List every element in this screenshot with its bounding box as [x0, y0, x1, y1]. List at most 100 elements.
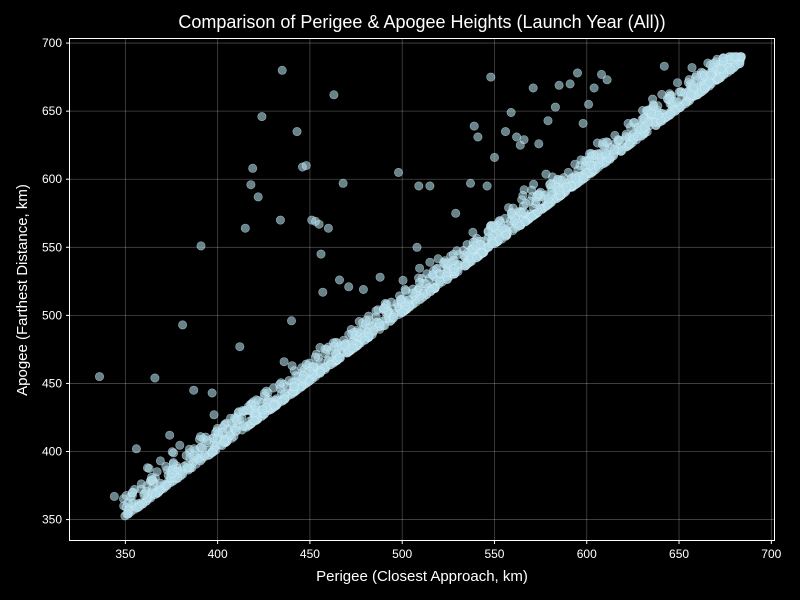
data-point — [199, 450, 209, 460]
data-point — [514, 221, 524, 231]
data-point — [461, 261, 471, 271]
x-tick-label: 550 — [484, 547, 504, 561]
data-point — [347, 329, 357, 339]
data-point — [623, 119, 633, 129]
x-tick-label: 500 — [392, 547, 412, 561]
data-point — [231, 425, 241, 435]
data-point — [329, 90, 339, 100]
ticks-layer: 350 400 450 500 550 600 650 700 350 400 450 500 550 6… — [42, 36, 782, 561]
data-point — [659, 61, 669, 71]
data-point — [323, 223, 333, 233]
data-point — [275, 215, 285, 225]
x-tick-label: 350 — [115, 547, 135, 561]
data-point — [621, 129, 631, 139]
data-point — [601, 148, 611, 158]
data-point — [594, 162, 604, 172]
data-point — [183, 462, 193, 472]
data-point — [374, 319, 384, 329]
data-point — [468, 227, 478, 237]
data-point — [207, 388, 217, 398]
data-point — [572, 68, 582, 78]
data-point — [578, 118, 588, 128]
data-point — [292, 127, 302, 137]
data-point — [565, 79, 575, 89]
data-point — [314, 219, 324, 229]
data-point — [731, 52, 741, 62]
data-point — [705, 60, 715, 70]
data-point — [269, 400, 279, 410]
data-point — [386, 297, 396, 307]
data-point — [589, 83, 599, 93]
data-point — [347, 343, 357, 353]
chart-title: Comparison of Perigee & Apogee Heights (… — [178, 12, 665, 32]
data-point — [609, 145, 619, 155]
data-point — [562, 182, 572, 192]
data-point — [196, 432, 206, 442]
data-point — [398, 307, 408, 317]
plot-frame — [69, 38, 775, 541]
data-point — [585, 160, 595, 170]
data-point — [122, 509, 132, 519]
data-point — [506, 209, 516, 219]
data-point — [287, 361, 297, 371]
data-point — [488, 239, 498, 249]
data-point — [207, 447, 217, 457]
data-point — [189, 450, 199, 460]
data-point — [318, 287, 328, 297]
data-point — [506, 108, 516, 118]
y-tick-label: 700 — [42, 36, 62, 50]
data-point — [369, 325, 379, 335]
data-point — [684, 75, 694, 85]
data-point — [358, 284, 368, 294]
data-point — [150, 489, 160, 499]
data-point — [584, 99, 594, 109]
data-point — [639, 113, 649, 123]
data-point — [396, 295, 406, 305]
data-point — [414, 181, 424, 191]
data-point — [168, 459, 178, 469]
data-point — [297, 373, 307, 383]
data-point — [290, 382, 300, 392]
data-point — [550, 102, 560, 112]
grid-layer — [70, 39, 775, 540]
data-point — [361, 315, 371, 325]
data-point — [109, 491, 119, 501]
points-layer — [95, 52, 746, 521]
data-point — [150, 373, 160, 383]
data-point — [344, 282, 354, 292]
x-axis-label: Perigee (Closest Approach, km) — [316, 568, 528, 585]
data-point — [169, 448, 179, 458]
data-point — [301, 161, 311, 171]
x-tick-label: 600 — [577, 547, 597, 561]
data-point — [393, 167, 403, 177]
data-point — [220, 436, 230, 446]
data-point — [414, 277, 424, 287]
data-point — [310, 352, 320, 362]
data-point — [714, 74, 724, 84]
data-point — [570, 159, 580, 169]
data-point — [316, 249, 326, 259]
data-point — [425, 286, 435, 296]
y-tick-label: 650 — [42, 104, 62, 118]
data-point — [155, 456, 165, 466]
data-point — [672, 78, 682, 88]
data-point — [257, 112, 267, 122]
data-point — [448, 256, 458, 266]
data-point — [178, 320, 188, 330]
data-point — [687, 63, 697, 73]
data-point — [425, 257, 435, 267]
data-point — [500, 127, 510, 137]
data-point — [277, 65, 287, 75]
data-point — [155, 478, 165, 488]
data-point — [519, 207, 529, 217]
data-point — [398, 275, 408, 285]
data-point — [625, 140, 635, 150]
data-point — [665, 109, 675, 119]
data-point — [497, 223, 507, 233]
data-point — [718, 53, 728, 63]
data-point — [334, 353, 344, 363]
data-point — [131, 444, 141, 454]
data-point — [528, 83, 538, 93]
data-point — [579, 173, 589, 183]
data-point — [286, 316, 296, 326]
